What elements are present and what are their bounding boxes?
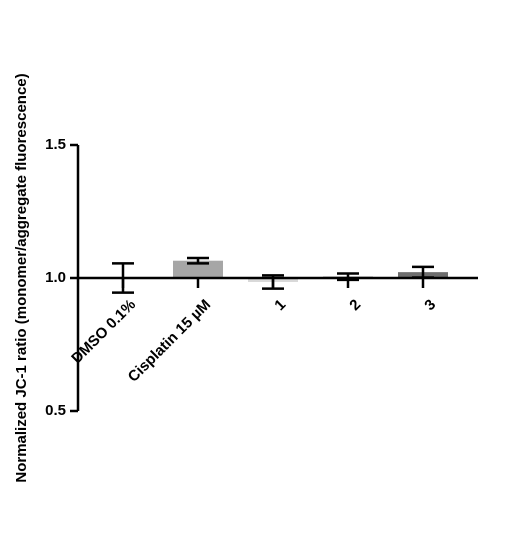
y-axis-label: Normalized JC-1 ratio (monomer/aggregate… bbox=[13, 73, 30, 482]
error-bar bbox=[187, 256, 209, 265]
bar bbox=[173, 260, 223, 278]
x-tick-label: 2 bbox=[346, 296, 364, 314]
y-tick-label: 0.5 bbox=[45, 402, 66, 419]
x-tick-label: 3 bbox=[421, 296, 439, 314]
y-tick-label: 1.0 bbox=[45, 269, 66, 286]
x-tick-label: Cisplatin 15 µM bbox=[125, 296, 214, 385]
y-tick-label: 1.5 bbox=[45, 136, 66, 153]
x-tick-label: 1 bbox=[271, 296, 289, 314]
